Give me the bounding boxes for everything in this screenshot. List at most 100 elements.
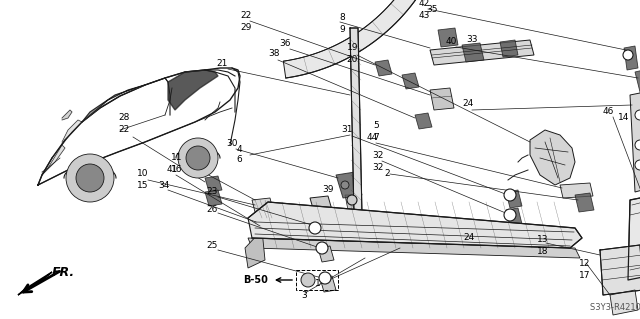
Polygon shape — [560, 183, 593, 198]
Text: 24: 24 — [464, 234, 475, 242]
Text: 44: 44 — [367, 132, 378, 142]
Text: 12: 12 — [579, 258, 590, 268]
Polygon shape — [600, 245, 640, 295]
Circle shape — [504, 189, 516, 201]
Text: 41: 41 — [166, 166, 178, 174]
Text: 22: 22 — [119, 125, 130, 135]
Text: S3Y3-R4210 F: S3Y3-R4210 F — [590, 303, 640, 313]
Circle shape — [309, 222, 321, 234]
Text: 16: 16 — [170, 166, 182, 174]
Text: 3: 3 — [301, 291, 307, 300]
Polygon shape — [610, 290, 638, 315]
Circle shape — [178, 138, 218, 178]
Polygon shape — [318, 246, 334, 262]
Polygon shape — [506, 190, 522, 208]
Text: 33: 33 — [467, 35, 478, 44]
Text: 10: 10 — [136, 169, 148, 179]
Text: 35: 35 — [426, 4, 438, 13]
Text: 13: 13 — [536, 235, 548, 244]
Polygon shape — [462, 43, 484, 62]
Circle shape — [66, 154, 114, 202]
Polygon shape — [530, 130, 575, 185]
Text: 40: 40 — [445, 38, 457, 47]
Polygon shape — [284, 0, 453, 78]
Circle shape — [635, 110, 640, 120]
Text: 9: 9 — [339, 25, 345, 33]
Text: 28: 28 — [118, 114, 130, 122]
Circle shape — [341, 181, 349, 189]
Text: 29: 29 — [241, 24, 252, 33]
Polygon shape — [62, 110, 72, 120]
Text: 42: 42 — [419, 0, 430, 8]
Polygon shape — [336, 172, 362, 198]
Circle shape — [76, 164, 104, 192]
Polygon shape — [575, 193, 594, 212]
Circle shape — [319, 272, 331, 284]
Circle shape — [186, 146, 210, 170]
Text: 11: 11 — [170, 153, 182, 162]
Text: 7: 7 — [373, 133, 379, 143]
Text: 24: 24 — [463, 100, 474, 108]
Text: 26: 26 — [207, 205, 218, 214]
Text: 17: 17 — [579, 271, 590, 279]
Polygon shape — [42, 145, 65, 175]
Polygon shape — [438, 28, 458, 47]
Polygon shape — [205, 190, 222, 206]
Text: 30: 30 — [227, 138, 238, 147]
Text: 4: 4 — [236, 145, 242, 153]
Polygon shape — [630, 92, 640, 192]
Text: 15: 15 — [136, 182, 148, 190]
Polygon shape — [168, 70, 218, 110]
Circle shape — [347, 195, 357, 205]
Polygon shape — [500, 40, 518, 57]
Polygon shape — [262, 224, 288, 234]
Polygon shape — [310, 196, 332, 212]
Polygon shape — [402, 73, 419, 89]
Text: 8: 8 — [339, 12, 345, 21]
Polygon shape — [258, 216, 276, 232]
Circle shape — [635, 140, 640, 150]
Text: 6: 6 — [236, 155, 242, 165]
Circle shape — [504, 209, 516, 221]
Polygon shape — [345, 195, 358, 210]
Text: 32: 32 — [372, 151, 384, 160]
Text: 5: 5 — [373, 121, 379, 130]
Text: 14: 14 — [618, 114, 629, 122]
Circle shape — [301, 273, 315, 287]
Text: 46: 46 — [603, 108, 614, 116]
Text: 38: 38 — [269, 49, 280, 58]
Polygon shape — [205, 176, 222, 192]
Circle shape — [316, 242, 328, 254]
Polygon shape — [248, 202, 582, 248]
Text: 39: 39 — [323, 186, 334, 195]
Text: 19: 19 — [346, 43, 358, 53]
Text: 2: 2 — [385, 169, 390, 179]
Text: 36: 36 — [280, 40, 291, 48]
Polygon shape — [245, 230, 265, 268]
Text: 1: 1 — [316, 278, 321, 287]
Text: 25: 25 — [207, 241, 218, 249]
Polygon shape — [350, 28, 362, 215]
Text: 21: 21 — [216, 58, 228, 68]
Polygon shape — [18, 272, 52, 295]
Polygon shape — [628, 195, 640, 280]
Polygon shape — [430, 88, 454, 110]
Circle shape — [635, 160, 640, 170]
Polygon shape — [635, 68, 640, 96]
Polygon shape — [624, 46, 638, 70]
Polygon shape — [375, 60, 392, 76]
Text: 31: 31 — [342, 125, 353, 135]
Text: FR.: FR. — [52, 265, 75, 278]
Polygon shape — [62, 120, 82, 145]
Text: 18: 18 — [536, 248, 548, 256]
Text: B-50: B-50 — [243, 275, 268, 285]
Bar — [296, 270, 338, 290]
Text: 22: 22 — [241, 11, 252, 19]
Text: 43: 43 — [419, 11, 430, 19]
Text: 32: 32 — [372, 164, 384, 173]
Polygon shape — [415, 113, 432, 129]
Polygon shape — [320, 276, 336, 292]
Text: 23: 23 — [207, 188, 218, 197]
Text: 20: 20 — [347, 56, 358, 64]
Text: 34: 34 — [159, 181, 170, 189]
